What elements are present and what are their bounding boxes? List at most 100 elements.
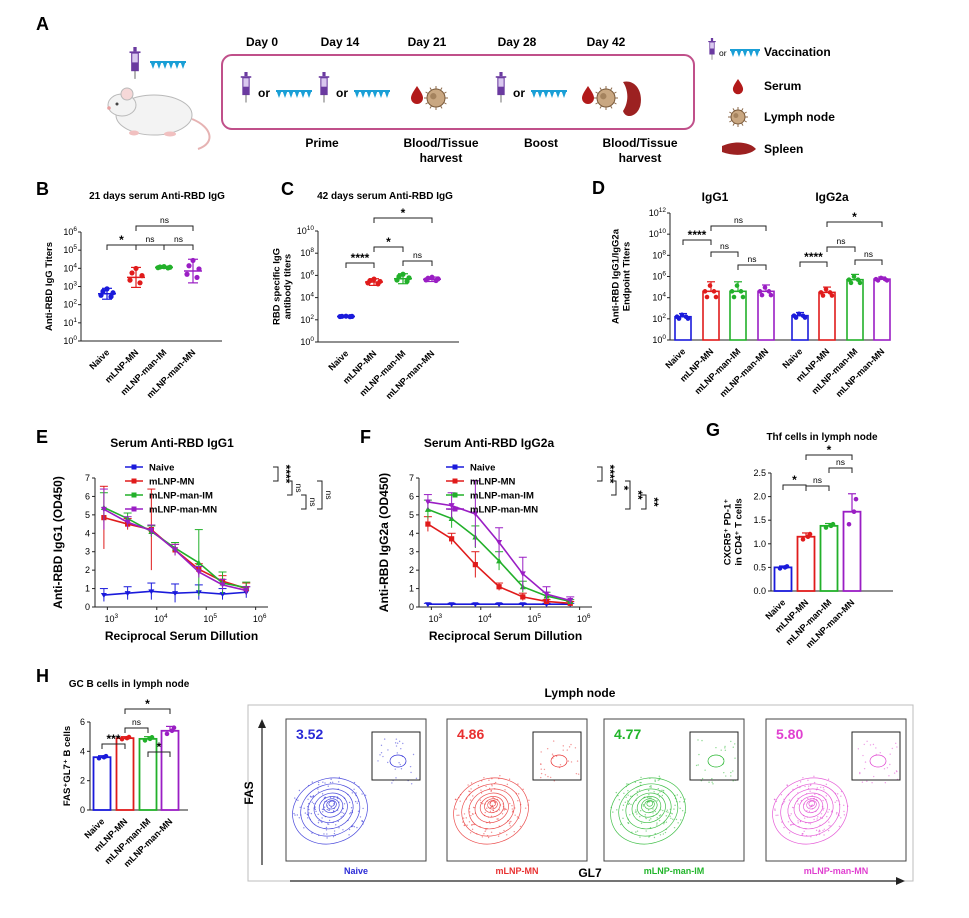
flow-plot-naive-gatedot-2 [410, 771, 412, 774]
flow-plot-mlnp-man-mn-gatedot-5 [879, 752, 881, 754]
flow-plot-mlnp-man-im-dot-74 [667, 811, 669, 813]
flow-plot-mlnp-mn-dot-62 [509, 802, 511, 805]
panel-h-sig-1-label: ns [132, 717, 141, 727]
flow-plot-mlnp-man-im-gatedot-14 [711, 777, 713, 780]
flow-plot-mlnp-man-im-dot-29 [639, 810, 642, 812]
flow-plot-mlnp-man-im-dot-22 [636, 790, 638, 793]
flow-plot-mlnp-mn-dot-53 [491, 785, 493, 787]
flow-plot-mlnp-man-im-gatedot-28 [732, 770, 734, 772]
flow-plot-mlnp-mn-gatedot-5 [574, 747, 577, 749]
flow-plot-mlnp-mn-dot-75 [490, 815, 493, 818]
panel-b-y-ticklabel-6-exp: 6 [73, 226, 77, 233]
flow-plot-mlnp-man-mn-dot-130 [826, 815, 828, 818]
panel-b-point-1-3 [127, 277, 133, 283]
flow-plot-mlnp-mn-dot-54 [470, 782, 473, 784]
flow-plot-mlnp-man-mn-dot-15 [803, 830, 805, 833]
panel-d-point-0-1-1 [711, 289, 717, 294]
flow-plot-mlnp-man-im-dot-87 [658, 815, 661, 817]
flow-plot-mlnp-man-im-contour-0 [610, 777, 686, 845]
panel-e-yticklabel-6: 6 [85, 491, 90, 501]
panel-b-ylabel-0: Anti-RBD IgG Titers [44, 242, 55, 331]
panel-g-point-0-2 [784, 564, 790, 569]
panel-c-point-1-3 [365, 280, 371, 286]
flow-plot-naive-dot-110 [351, 792, 354, 794]
panel-f-xticklabel-4-base: 10 [478, 614, 488, 624]
flow-plot-naive-dot-127 [303, 827, 305, 829]
flow-plot-mlnp-man-mn-dot-46 [828, 821, 830, 823]
flow-plot-mlnp-mn-dot-121 [454, 798, 457, 801]
flow-plot-mlnp-man-im-gatedot-1 [711, 781, 713, 783]
flow-plot-mlnp-mn-dot-106 [483, 777, 485, 779]
flow-plot-mlnp-mn-dot-79 [503, 809, 505, 811]
icon-lymph-node-day-42-spike-11 [613, 91, 617, 94]
flow-plot-mlnp-man-mn-gatedot-22 [889, 753, 891, 755]
flow-plot-mlnp-mn-gatedot-8 [539, 763, 542, 765]
flow-plot-mlnp-man-mn-gate-contour [869, 754, 887, 768]
panel-c-y-ticklabel-2-exp: 2 [310, 314, 314, 321]
flow-plot-mlnp-man-mn: 5.80 mLNP-man-MN [765, 718, 907, 876]
panel-c-sig-0 [345, 262, 375, 268]
flow-plot-naive-dot-114 [328, 809, 330, 811]
panel-f-xticklabel-5: 105 [527, 613, 541, 624]
flow-plot-mlnp-mn-dot-9 [493, 801, 496, 804]
flow-plot-naive-dot-125 [333, 830, 336, 832]
panel-d-xtick-1-0: Naive [780, 346, 804, 370]
icon-lymph-node-day-42 [594, 86, 618, 110]
icon-patch-left-needle-2 [162, 62, 168, 69]
icon-patch-day-14-needle-3 [372, 91, 378, 98]
panel-h-point-3-0 [164, 731, 170, 737]
panel-h-sig-2-label: * [157, 740, 162, 754]
flow-plot-mlnp-mn-gatedot-1 [568, 746, 571, 748]
flow-plot-naive-dot-72 [324, 782, 326, 784]
flow-plot-mlnp-mn-dot-30 [516, 816, 519, 818]
flow-plot-naive-dot-7 [314, 806, 316, 808]
panel-b-sig-2 [163, 244, 194, 250]
panel-b-y-ticklabel-3-base: 10 [63, 282, 73, 292]
flow-plot-mlnp-man-im-contour-1 [618, 783, 679, 837]
flow-plot-mlnp-mn-contour-6 [487, 799, 498, 810]
icon-syringe-left-cap [129, 51, 141, 54]
panel-b-point-1-2 [133, 265, 139, 272]
panel-g-bar-1 [796, 535, 816, 592]
flow-plot-naive-gatedot-29 [410, 783, 413, 785]
flow-plot-mlnp-man-im-dot-36 [647, 809, 650, 811]
flow-plot-mlnp-man-im-dot-4 [612, 811, 614, 813]
panel-g-point-3-2 [853, 496, 859, 502]
flow-plot-naive-gatedot-17 [396, 752, 399, 754]
panel-b-y-ticklabel-6: 106 [63, 226, 77, 237]
icon-mouse-paw-front [129, 130, 139, 136]
panel-b-point-3-2 [190, 257, 196, 264]
panel-e-marker-0-0 [100, 593, 107, 599]
panel-e-label: E [36, 427, 48, 447]
step-harvest-1a: Blood/Tissue [403, 136, 478, 150]
flow-plot-mlnp-mn-dot-116 [472, 806, 475, 809]
flow-plot-naive-dot-20 [318, 819, 320, 822]
panel-f-yticklabel-3: 3 [409, 547, 414, 557]
icon-lymph-node-day-21-body [426, 88, 446, 108]
flow-plot-naive-dot-38 [361, 793, 363, 795]
flow-plot-mlnp-mn-percentage: 4.86 [457, 726, 484, 742]
panel-f-legend-text-3: mLNP-man-MN [470, 505, 538, 516]
panel-f-xticklabel-6-base: 10 [577, 614, 587, 624]
flow-plot-mlnp-mn-dot-63 [528, 799, 530, 801]
panel-d-ylabel-0: Anti-RBD IgG1/IgG2a [611, 228, 622, 324]
flow-plot-mlnp-man-mn-label: mLNP-man-MN [804, 866, 869, 876]
panel-f-yticklabel-0: 0 [409, 602, 414, 612]
flow-plot-mlnp-mn-dot-37 [498, 809, 501, 811]
panel-d-y-ticklabel-0-base: 10 [652, 335, 662, 345]
flow-plot-mlnp-man-im-dot-64 [681, 809, 684, 812]
icon-patch-left-needle-3 [168, 62, 174, 69]
flow-plot-naive-contour-4 [318, 796, 344, 818]
panel-d-sig-3-label: ns [734, 215, 743, 225]
flow-plot-mlnp-mn-contour-3 [474, 792, 509, 823]
flow-plot-mlnp-mn-dot-103 [458, 814, 460, 816]
flow-plot-mlnp-man-mn-dot-123 [816, 787, 819, 789]
panel-b-y-ticklabel-1-base: 10 [63, 318, 73, 328]
panel-d-bar-1-2 [846, 278, 864, 341]
panel-c-point-0-4 [349, 313, 355, 320]
legend-spleen: Spleen [764, 142, 803, 156]
panel-f-sig-1-label: * [617, 486, 631, 491]
flow-plot-mlnp-man-mn-dot-136 [811, 804, 814, 806]
flow-plot-naive-gatedot-9 [394, 742, 397, 744]
flow-plot-naive-dot-39 [329, 781, 332, 784]
